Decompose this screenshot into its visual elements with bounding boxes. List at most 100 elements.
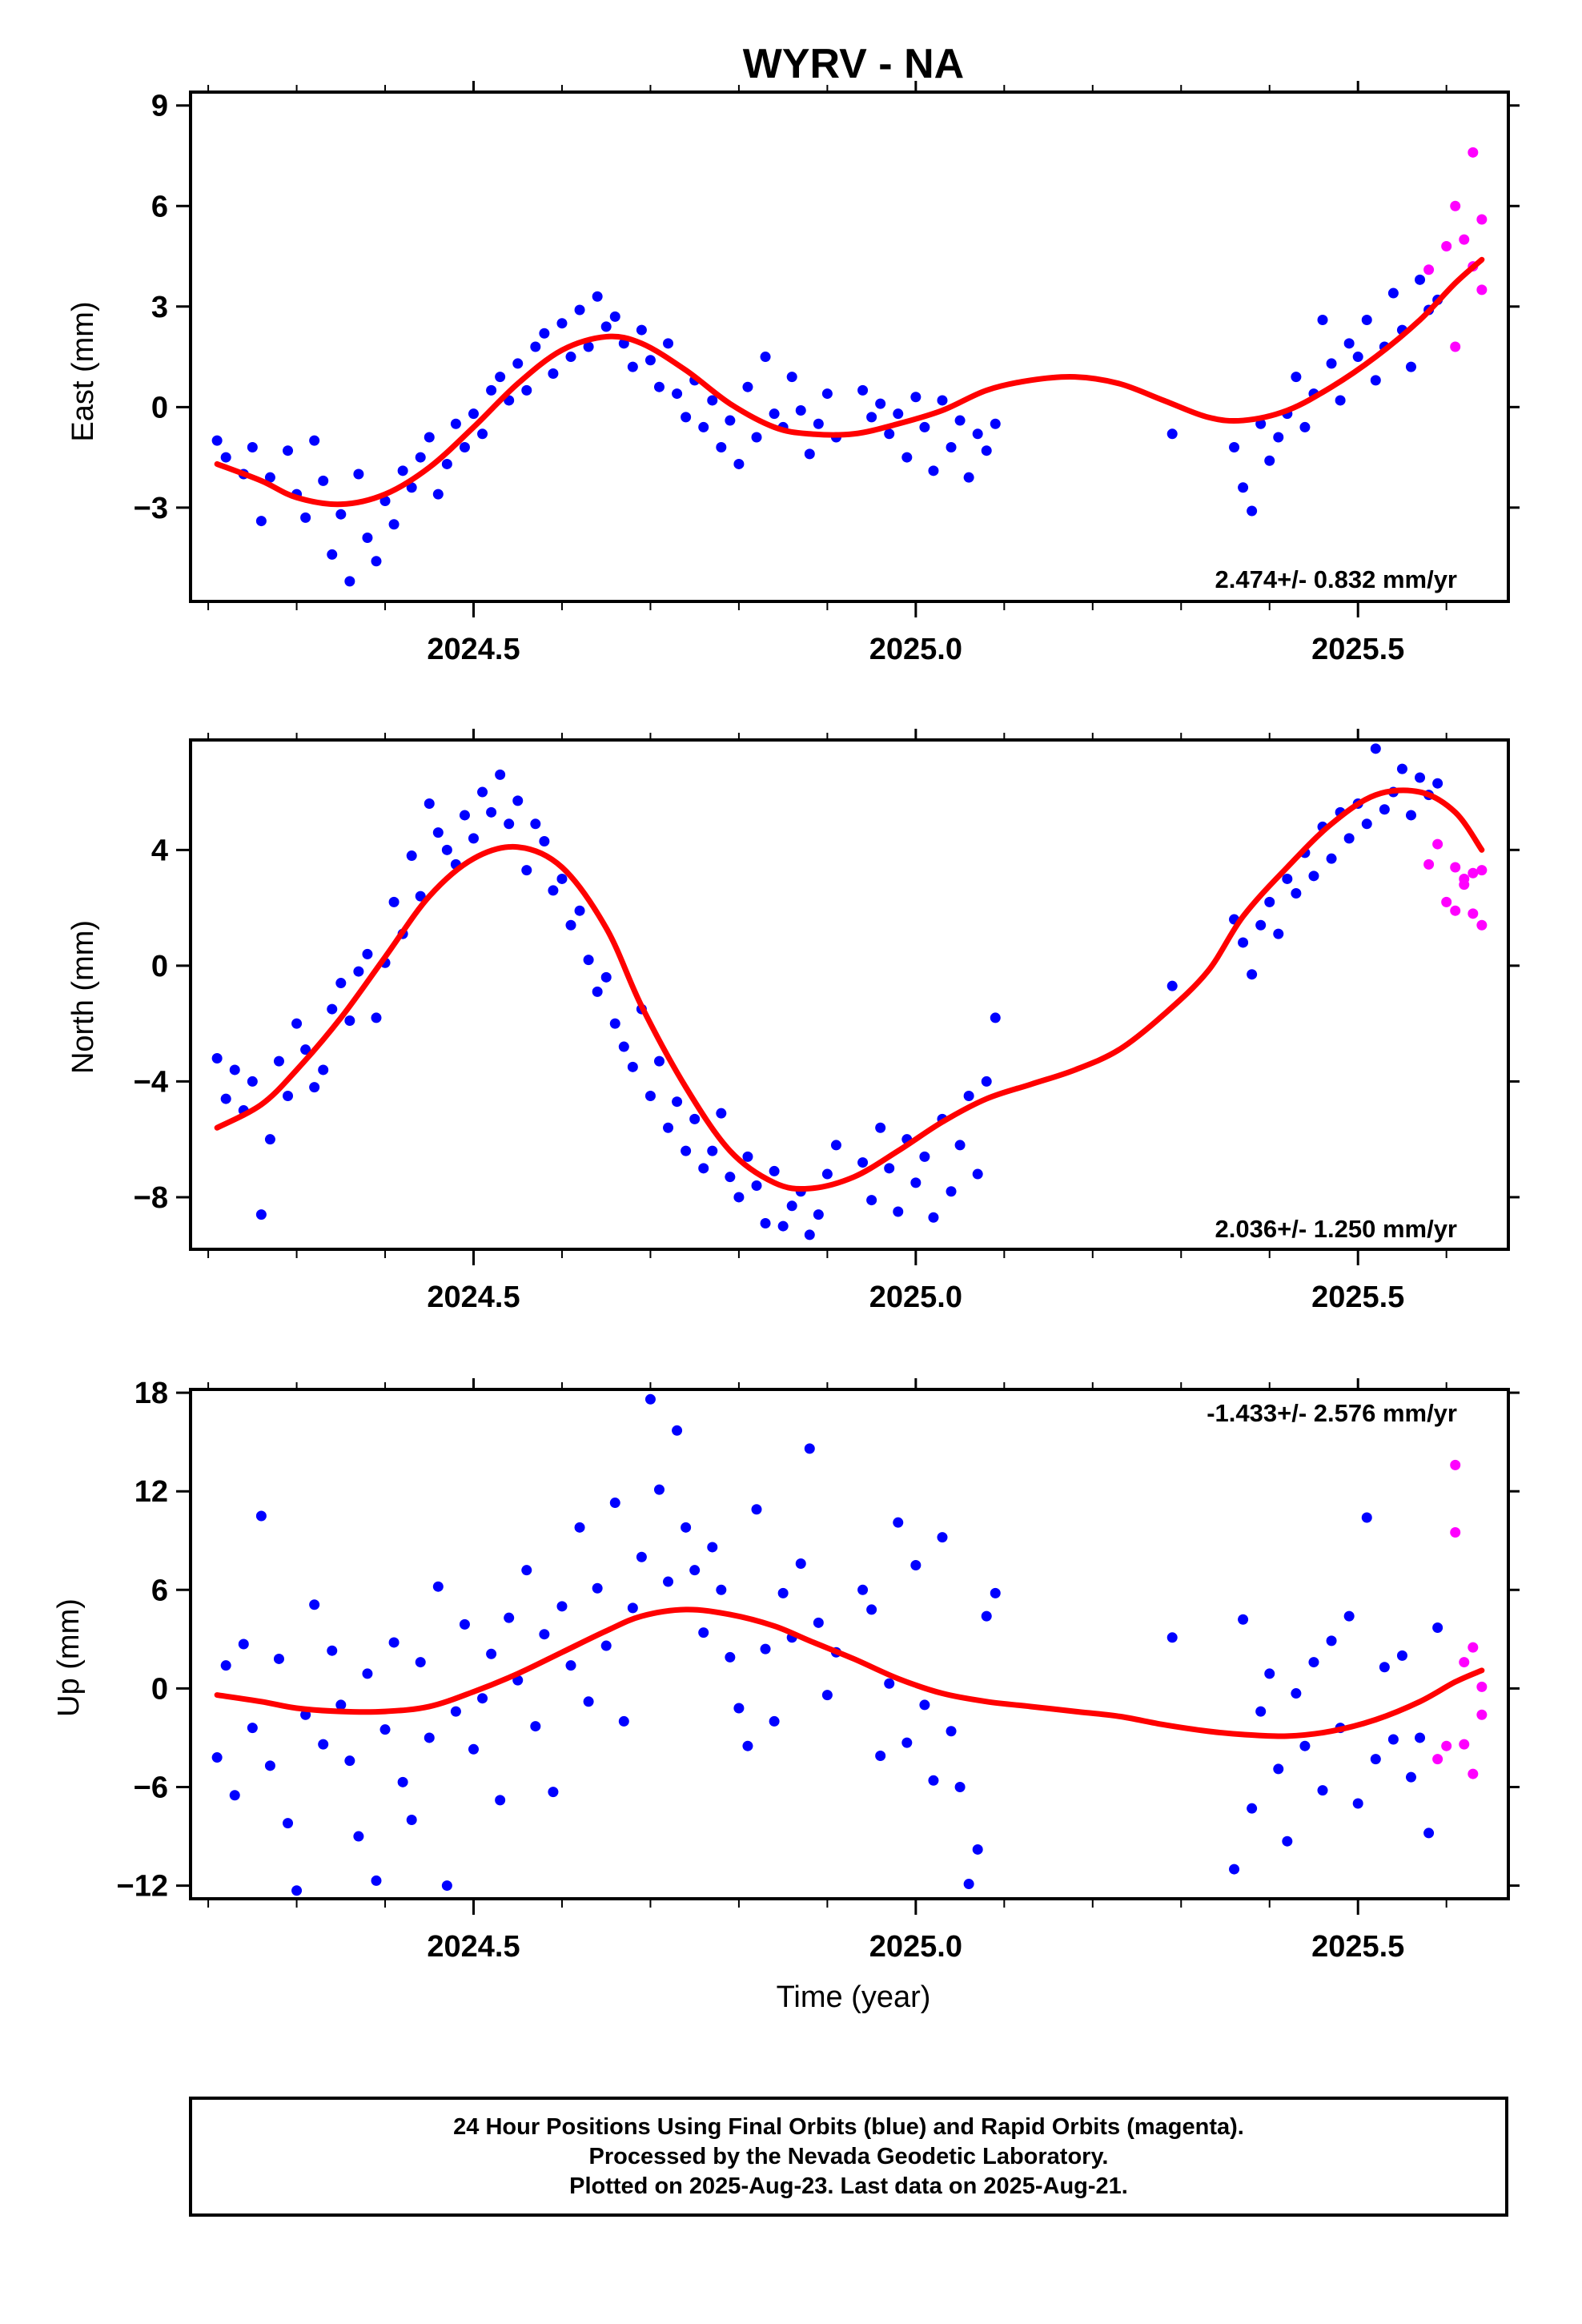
- north-rapid-point: [1450, 905, 1461, 916]
- east-ylabel: East (mm): [66, 301, 100, 441]
- up-final-point: [1291, 1688, 1302, 1699]
- north-final-point: [689, 1113, 701, 1124]
- up-final-point: [600, 1640, 612, 1651]
- east-final-point: [600, 321, 612, 332]
- east-final-point: [353, 468, 364, 480]
- up-rapid-point: [1459, 1739, 1470, 1750]
- east-final-point: [1405, 361, 1416, 372]
- up-final-point: [335, 1699, 347, 1711]
- east-final-point: [786, 372, 797, 383]
- east-final-point: [548, 368, 559, 379]
- east-rapid-point: [1450, 341, 1461, 352]
- east-final-point: [990, 418, 1001, 429]
- up-final-point: [1282, 1835, 1293, 1847]
- up-data: [211, 1393, 1488, 1896]
- north-final-point: [283, 1090, 294, 1101]
- east-final-point: [565, 352, 576, 363]
- east-final-point: [1291, 372, 1302, 383]
- east-final-point: [1415, 274, 1426, 285]
- east-y-tick-label: −3: [134, 492, 168, 525]
- east-final-point: [681, 412, 692, 423]
- up-final-point: [1370, 1754, 1381, 1765]
- x-axis-label: Time (year): [777, 1980, 931, 2014]
- up-final-point: [725, 1651, 736, 1663]
- up-final-point: [919, 1699, 930, 1711]
- up-final-point: [769, 1715, 780, 1727]
- up-final-point: [530, 1721, 541, 1732]
- east-x-tick-label: 2025.0: [869, 633, 962, 666]
- up-final-point: [353, 1831, 364, 1842]
- east-final-point: [707, 395, 718, 406]
- up-final-point: [910, 1560, 921, 1571]
- north-final-point: [1343, 833, 1355, 844]
- up-final-point: [211, 1752, 223, 1763]
- east-final-point: [539, 328, 550, 339]
- north-final-point: [415, 891, 426, 902]
- east-final-point: [477, 428, 488, 440]
- north-rapid-point: [1468, 908, 1479, 919]
- north-final-point: [954, 1140, 966, 1151]
- up-final-point: [264, 1760, 275, 1771]
- up-final-point: [653, 1484, 665, 1495]
- east-final-point: [937, 395, 948, 406]
- north-final-point: [981, 1076, 992, 1087]
- up-y-tick-label: 6: [151, 1574, 168, 1607]
- north-final-point: [1396, 763, 1407, 774]
- up-final-point: [1326, 1635, 1337, 1647]
- north-final-point: [574, 905, 585, 916]
- up-rapid-point: [1441, 1740, 1452, 1751]
- north-rapid-point: [1450, 862, 1461, 873]
- up-final-point: [379, 1724, 391, 1735]
- east-y-tick-label: 6: [151, 190, 168, 223]
- east-final-point: [1273, 432, 1284, 443]
- east-final-point: [247, 442, 258, 453]
- up-final-point: [362, 1668, 373, 1679]
- north-final-point: [972, 1168, 983, 1180]
- up-y-tick-label: −12: [117, 1870, 168, 1904]
- up-final-point: [450, 1706, 461, 1717]
- north-final-point: [441, 844, 452, 855]
- north-final-point: [247, 1076, 258, 1087]
- east-final-point: [486, 384, 497, 396]
- up-final-point: [1405, 1771, 1416, 1783]
- up-panel: 2024.5 2025.0 2025.5 −12 −6 0 6 12 18 Up (mm) -1…: [52, 1377, 1520, 1964]
- east-final-point: [371, 556, 382, 567]
- east-final-point: [1370, 375, 1381, 386]
- north-final-point: [725, 1172, 736, 1183]
- up-final-point: [707, 1542, 718, 1553]
- east-final-point: [954, 415, 966, 426]
- up-final-point: [220, 1660, 231, 1671]
- east-final-point: [495, 372, 506, 383]
- east-final-point: [644, 355, 656, 366]
- up-final-point: [1361, 1512, 1372, 1523]
- up-final-point: [1299, 1740, 1311, 1751]
- up-x-tick-label: 2025.5: [1311, 1930, 1404, 1964]
- east-final-point: [512, 358, 524, 369]
- east-final-point: [327, 549, 338, 560]
- up-final-point: [875, 1751, 886, 1762]
- north-final-point: [335, 978, 347, 989]
- north-final-point: [548, 885, 559, 896]
- north-final-point: [742, 1151, 753, 1162]
- north-ylabel: North (mm): [66, 920, 100, 1074]
- north-final-point: [1405, 810, 1416, 821]
- east-rapid-point: [1468, 147, 1479, 158]
- east-final-point: [1326, 358, 1337, 369]
- east-final-point: [1299, 421, 1311, 432]
- east-final-point: [318, 475, 329, 486]
- east-x-tick-label: 2024.5: [427, 633, 520, 666]
- north-y-tick-label: 4: [151, 834, 168, 867]
- east-final-point: [424, 432, 435, 443]
- east-final-point: [698, 421, 709, 432]
- east-rapid-point: [1459, 234, 1470, 245]
- up-final-point: [468, 1743, 480, 1755]
- up-final-point: [309, 1599, 320, 1610]
- up-final-point: [1423, 1827, 1435, 1839]
- east-fit-curve: [214, 256, 1485, 508]
- north-final-point: [309, 1082, 320, 1093]
- north-fit-curve: [214, 787, 1485, 1192]
- east-final-point: [884, 428, 895, 440]
- up-final-point: [1238, 1614, 1249, 1625]
- up-final-point: [609, 1498, 620, 1509]
- north-final-point: [990, 1012, 1001, 1023]
